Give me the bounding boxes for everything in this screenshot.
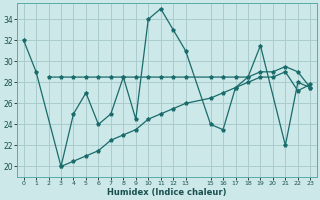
- X-axis label: Humidex (Indice chaleur): Humidex (Indice chaleur): [107, 188, 227, 197]
